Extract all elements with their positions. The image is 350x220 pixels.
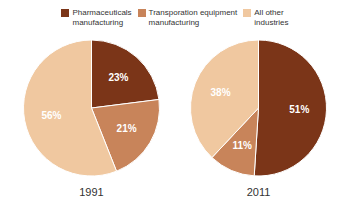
svg-text:51%: 51% <box>289 104 309 115</box>
html-text:Pharmaceuticals manufacturing: Pharmaceuticals manufacturing <box>72 8 132 27</box>
html-text:Transporation equipment manufa: Transporation equipment manufacturing <box>148 8 238 27</box>
svg-text:23%: 23% <box>108 72 128 83</box>
svg-text:21%: 21% <box>117 123 137 134</box>
svg-text:11%: 11% <box>233 140 253 151</box>
svg-text:38%: 38% <box>211 87 231 98</box>
html-text:2011: 2011 <box>246 186 271 198</box>
html-text:1991: 1991 <box>79 186 104 198</box>
html-text:All other industries: All other industries <box>254 8 289 27</box>
svg-text:56%: 56% <box>41 110 61 121</box>
